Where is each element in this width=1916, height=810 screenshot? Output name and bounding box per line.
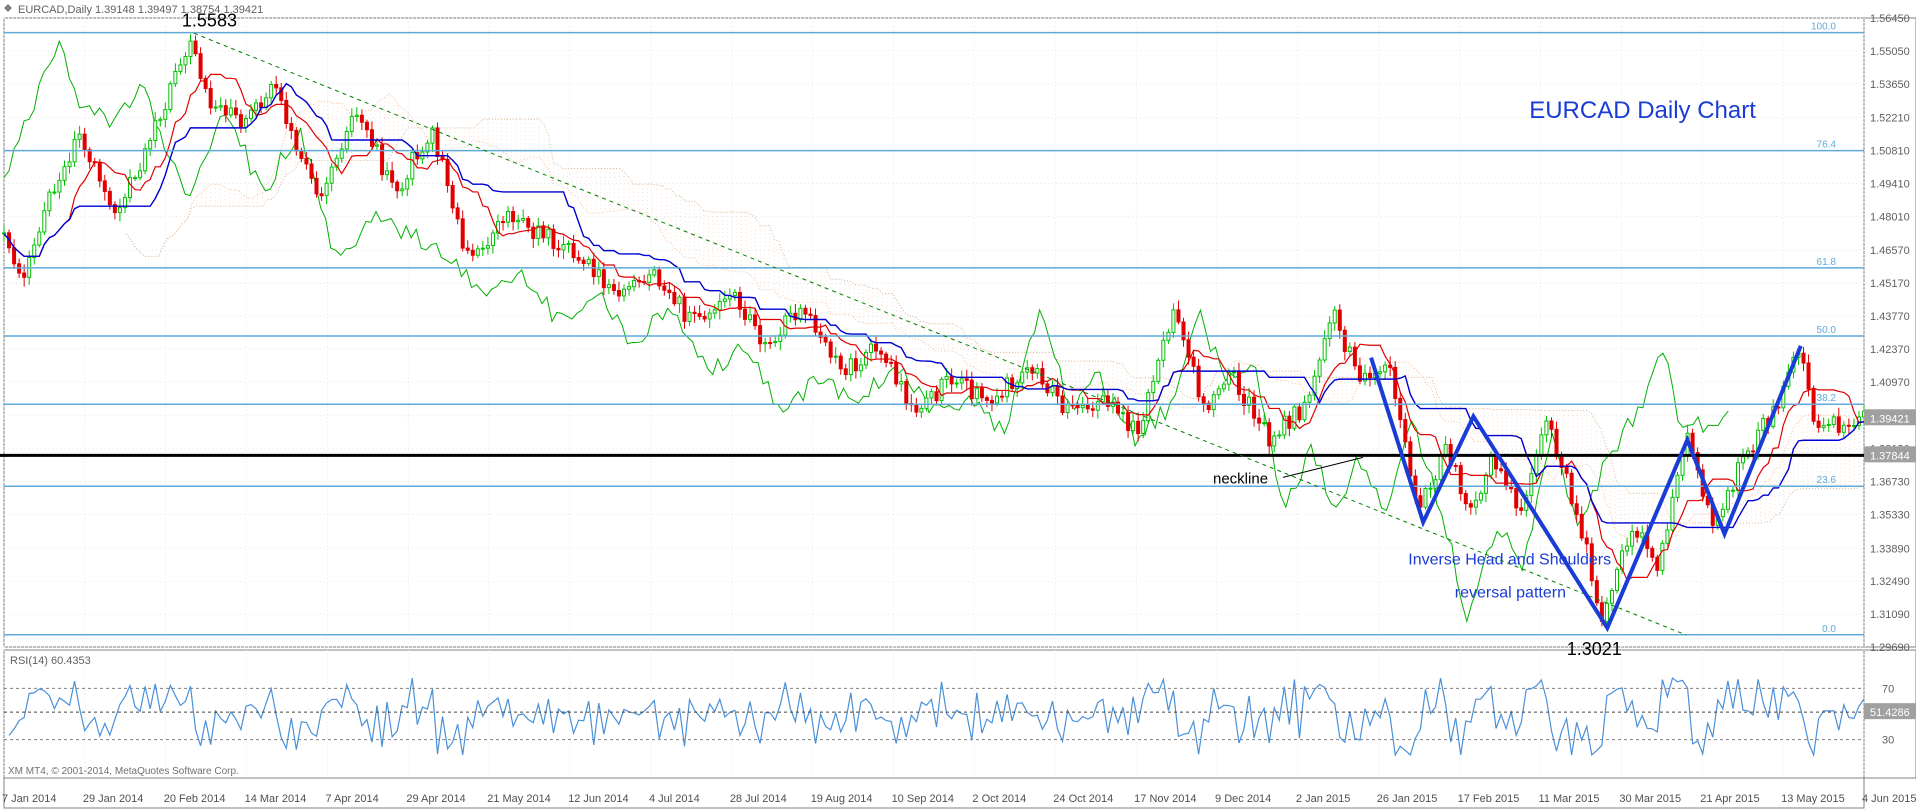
x-date-label: 28 Jul 2014 [730, 793, 787, 805]
x-date-label: 24 Oct 2014 [1053, 793, 1113, 805]
fib-label: 100.0 [1811, 22, 1836, 33]
x-date-label: 21 Apr 2015 [1700, 793, 1759, 805]
x-date-label: 9 Dec 2014 [1215, 793, 1271, 805]
fib-label: 61.8 [1817, 257, 1837, 268]
y-tick-label: 1.33890 [1870, 543, 1910, 555]
fib-label: 76.4 [1817, 140, 1837, 151]
fib-label: 50.0 [1817, 325, 1837, 336]
y-tick-label: 1.43770 [1870, 311, 1910, 323]
x-date-label: 11 Mar 2015 [1539, 793, 1600, 805]
x-date-label: 10 Sep 2014 [892, 793, 954, 805]
x-date-label: 2 Oct 2014 [972, 793, 1026, 805]
x-date-label: 4 Jun 2015 [1862, 793, 1916, 805]
y-tick-label: 1.35330 [1870, 509, 1910, 521]
rsi-level-label: 70 [1882, 683, 1894, 695]
y-tick-label: 1.56450 [1870, 13, 1910, 25]
rsi-value-tag: 51.4286 [1870, 707, 1910, 719]
x-date-label: 4 Jul 2014 [649, 793, 700, 805]
x-date-label: 20 Feb 2014 [164, 793, 226, 805]
chart-container: EURCAD,Daily 1.39148 1.39497 1.38754 1.3… [0, 0, 1916, 810]
neckline-label: neckline [1213, 470, 1268, 487]
x-date-label: 13 May 2015 [1781, 793, 1845, 805]
pattern-text-1: Inverse Head and Shoulders [1408, 551, 1611, 568]
x-date-label: 2 Jan 2015 [1296, 793, 1350, 805]
footer-text: XM MT4, © 2001-2014, MetaQuotes Software… [8, 766, 239, 777]
rsi-level-label: 30 [1882, 735, 1894, 747]
y-tick-label: 1.46570 [1870, 245, 1910, 257]
chart-svg[interactable]: EURCAD,Daily 1.39148 1.39497 1.38754 1.3… [0, 0, 1916, 810]
x-date-label: 7 Apr 2014 [325, 793, 378, 805]
fib-label: 23.6 [1817, 475, 1837, 486]
fib-label: 38.2 [1817, 393, 1837, 404]
y-tick-label: 1.29690 [1870, 642, 1910, 654]
x-date-label: 7 Jan 2014 [2, 793, 56, 805]
low-label: 1.3021 [1567, 639, 1622, 659]
x-date-label: 17 Feb 2015 [1458, 793, 1520, 805]
y-tick-label: 1.42370 [1870, 344, 1910, 356]
x-date-label: 12 Jun 2014 [568, 793, 629, 805]
x-date-label: 17 Nov 2014 [1134, 793, 1196, 805]
x-date-label: 30 Mar 2015 [1619, 793, 1681, 805]
x-date-label: 26 Jan 2015 [1377, 793, 1438, 805]
y-tick-label: 1.50810 [1870, 146, 1910, 158]
y-tick-label: 1.52210 [1870, 113, 1910, 125]
y-tick-label: 1.49410 [1870, 178, 1910, 190]
y-tick-label: 1.36730 [1870, 477, 1910, 489]
price-tag: 1.37844 [1870, 450, 1910, 462]
x-date-label: 29 Jan 2014 [83, 793, 144, 805]
x-date-label: 21 May 2014 [487, 793, 551, 805]
price-tag: 1.39421 [1870, 413, 1910, 425]
x-date-label: 29 Apr 2014 [406, 793, 465, 805]
y-tick-label: 1.32490 [1870, 576, 1910, 588]
fib-label: 0.0 [1822, 624, 1836, 635]
x-date-label: 19 Aug 2014 [811, 793, 873, 805]
y-tick-label: 1.55050 [1870, 46, 1910, 58]
y-tick-label: 1.31090 [1870, 609, 1910, 621]
y-tick-label: 1.40970 [1870, 377, 1910, 389]
pattern-text-2: reversal pattern [1455, 584, 1566, 601]
high-label: 1.5583 [182, 11, 237, 31]
chart-title: EURCAD Daily Chart [1529, 97, 1756, 124]
y-tick-label: 1.53650 [1870, 79, 1910, 91]
y-tick-label: 1.45170 [1870, 278, 1910, 290]
rsi-label: RSI(14) 60.4353 [10, 655, 91, 667]
y-tick-label: 1.48010 [1870, 211, 1910, 223]
x-date-label: 14 Mar 2014 [245, 793, 307, 805]
